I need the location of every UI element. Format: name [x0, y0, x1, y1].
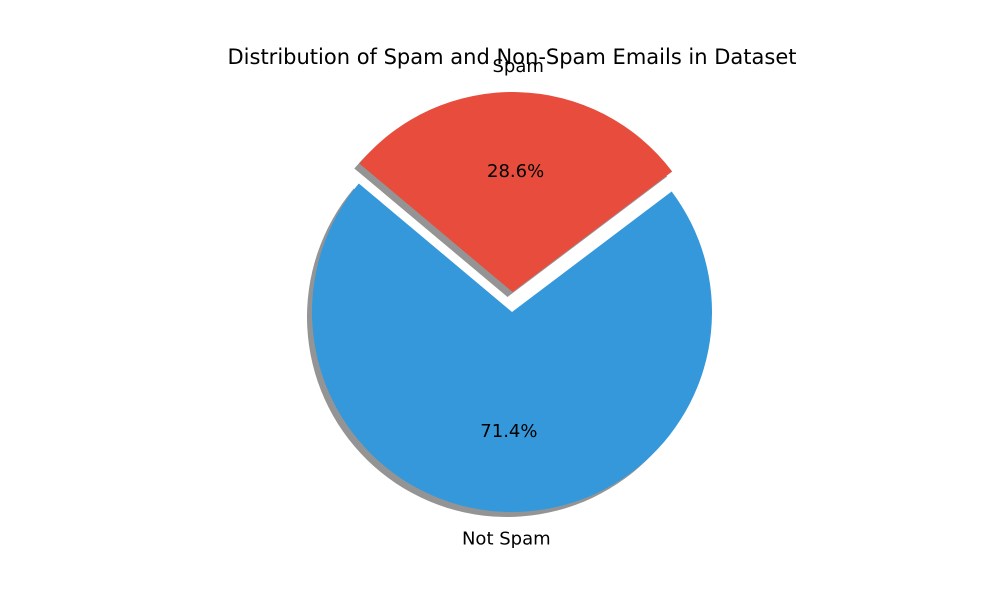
slice-percent-not-spam: 71.4%	[480, 421, 537, 442]
chart-title: Distribution of Spam and Non-Spam Emails…	[228, 45, 797, 69]
slice-percent-spam: 28.6%	[487, 161, 544, 182]
pie-slices	[311, 92, 712, 513]
slice-label-spam: Spam	[492, 56, 543, 77]
slice-label-not-spam: Not Spam	[462, 529, 551, 550]
pie-slice-not-spam	[311, 183, 712, 513]
pie-slice-spam	[359, 92, 673, 293]
slice-labels: Not Spam 71.4% Spam 28.6%	[462, 56, 551, 550]
